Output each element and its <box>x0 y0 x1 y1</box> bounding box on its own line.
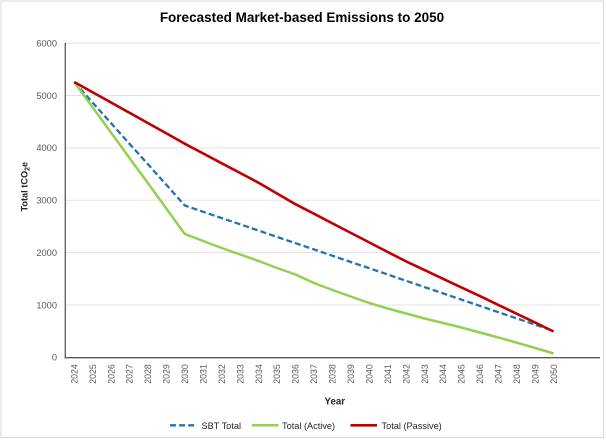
svg-text:2046: 2046 <box>475 364 485 384</box>
svg-text:SBT Total: SBT Total <box>202 421 242 431</box>
svg-text:2030: 2030 <box>180 364 190 384</box>
svg-text:6000: 6000 <box>36 38 57 48</box>
svg-text:2025: 2025 <box>88 364 98 384</box>
svg-text:2041: 2041 <box>383 364 393 384</box>
svg-text:2050: 2050 <box>549 364 559 384</box>
svg-text:2036: 2036 <box>291 364 301 384</box>
svg-text:2044: 2044 <box>438 364 448 384</box>
svg-text:2029: 2029 <box>162 364 172 384</box>
svg-text:5000: 5000 <box>36 91 57 101</box>
svg-text:2028: 2028 <box>143 364 153 384</box>
svg-text:2042: 2042 <box>401 364 411 384</box>
svg-text:2034: 2034 <box>254 364 264 384</box>
svg-text:4000: 4000 <box>36 143 57 153</box>
svg-text:2039: 2039 <box>346 364 356 384</box>
svg-text:Year: Year <box>325 397 346 408</box>
svg-text:1000: 1000 <box>36 300 57 310</box>
svg-text:2037: 2037 <box>309 364 319 384</box>
svg-text:2047: 2047 <box>494 364 504 384</box>
svg-text:Total (Active): Total (Active) <box>282 421 335 431</box>
svg-text:2000: 2000 <box>36 248 57 258</box>
svg-text:2035: 2035 <box>272 364 282 384</box>
svg-text:0: 0 <box>52 353 57 363</box>
svg-text:Total tCO2e: Total tCO2e <box>20 162 32 212</box>
svg-text:2027: 2027 <box>125 364 135 384</box>
svg-text:2032: 2032 <box>217 364 227 384</box>
svg-text:2045: 2045 <box>457 364 467 384</box>
svg-text:2026: 2026 <box>106 364 116 384</box>
svg-text:Forecasted Market-based Emissi: Forecasted Market-based Emissions to 205… <box>160 10 444 25</box>
svg-text:3000: 3000 <box>36 196 57 206</box>
svg-text:2024: 2024 <box>69 364 79 384</box>
svg-text:2043: 2043 <box>420 364 430 384</box>
svg-text:2049: 2049 <box>530 364 540 384</box>
svg-text:Total (Passive): Total (Passive) <box>382 421 442 431</box>
svg-text:2038: 2038 <box>328 364 338 384</box>
svg-text:2033: 2033 <box>235 364 245 384</box>
svg-text:2031: 2031 <box>199 364 209 384</box>
svg-text:2040: 2040 <box>364 364 374 384</box>
svg-text:2048: 2048 <box>512 364 522 384</box>
